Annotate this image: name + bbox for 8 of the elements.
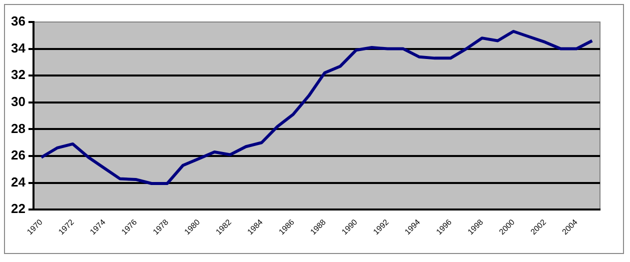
y-tick-label: 22	[10, 201, 26, 216]
y-tick-label: 28	[10, 120, 26, 136]
y-tick-label: 30	[10, 94, 26, 109]
y-tick-label: 26	[10, 148, 26, 163]
y-tick-label: 36	[10, 14, 26, 29]
y-tick-label: 24	[10, 174, 26, 190]
y-tick-label: 34	[10, 40, 26, 56]
y-tick-label: 32	[10, 67, 26, 82]
